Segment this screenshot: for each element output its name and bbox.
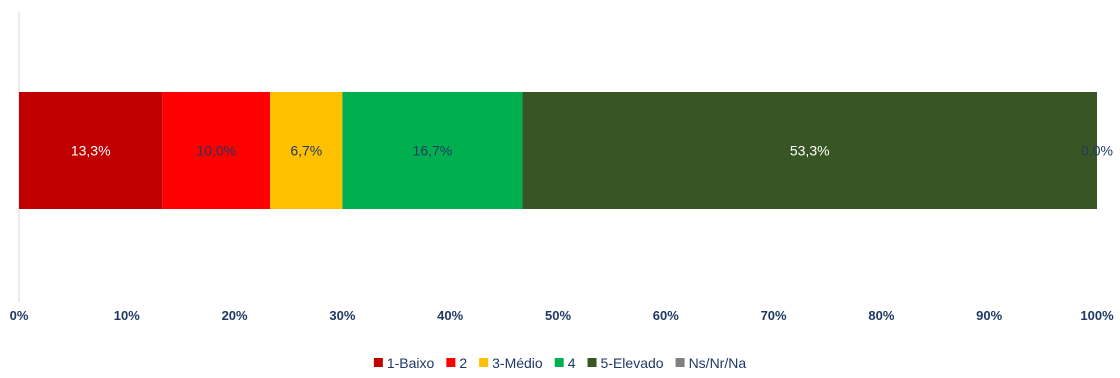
legend-item-ns-nr-na: Ns/Nr/Na bbox=[675, 355, 747, 371]
legend-label: 3-Médio bbox=[492, 355, 543, 371]
legend-swatch bbox=[675, 358, 685, 367]
x-tick-label: 60% bbox=[653, 308, 679, 323]
data-label-3-m-dio: 6,7% bbox=[290, 143, 322, 159]
data-label-ns-nr-na: 0,0% bbox=[1081, 143, 1113, 159]
bar-segment-1-baixo bbox=[19, 92, 163, 209]
x-tick-label: 50% bbox=[545, 308, 571, 323]
x-tick-label: 0% bbox=[10, 308, 29, 323]
legend-item-1-baixo: 1-Baixo bbox=[373, 355, 435, 371]
chart-legend: 1-Baixo 2 3-Médio 4 5-Elevado Ns/Nr/Na bbox=[373, 355, 747, 371]
x-tick-label: 100% bbox=[1080, 308, 1114, 323]
legend-swatch bbox=[373, 358, 383, 367]
x-tick-label: 90% bbox=[976, 308, 1002, 323]
x-tick-label: 80% bbox=[868, 308, 894, 323]
data-label-5-elevado: 53,3% bbox=[790, 143, 830, 159]
chart-bars bbox=[19, 92, 1097, 209]
bar-segment-4 bbox=[342, 92, 523, 209]
data-label-4: 16,7% bbox=[413, 143, 453, 159]
legend-item-3-m-dio: 3-Médio bbox=[479, 355, 543, 371]
x-axis-ticks: 0% 10% 20% 30% 40% 50% 60% 70% 80% 90% 100% bbox=[10, 308, 1114, 323]
x-tick-label: 10% bbox=[114, 308, 140, 323]
legend-item-2: 2 bbox=[446, 355, 467, 371]
bar-segment-3-m-dio bbox=[270, 92, 343, 209]
legend-label: Ns/Nr/Na bbox=[689, 355, 747, 371]
bar-segment-2 bbox=[162, 92, 271, 209]
legend-label: 5-Elevado bbox=[601, 355, 664, 371]
data-label-2: 10,0% bbox=[196, 143, 236, 159]
legend-label: 1-Baixo bbox=[387, 355, 435, 371]
legend-swatch bbox=[479, 358, 489, 367]
legend-item-4: 4 bbox=[554, 355, 576, 371]
x-tick-label: 30% bbox=[329, 308, 355, 323]
legend-swatch bbox=[587, 358, 597, 367]
legend-label: 2 bbox=[459, 355, 467, 371]
legend-swatch bbox=[446, 358, 456, 367]
bar-segment-5-elevado bbox=[522, 92, 1097, 209]
legend-label: 4 bbox=[568, 355, 576, 371]
legend-swatch bbox=[554, 358, 564, 367]
x-tick-label: 70% bbox=[761, 308, 787, 323]
data-label-1-baixo: 13,3% bbox=[71, 143, 111, 159]
x-tick-label: 40% bbox=[437, 308, 463, 323]
legend-item-5-elevado: 5-Elevado bbox=[587, 355, 664, 371]
x-tick-label: 20% bbox=[222, 308, 248, 323]
chart-data-labels: 13,3% 10,0% 6,7% 16,7% 53,3% 0,0% bbox=[71, 143, 1113, 159]
